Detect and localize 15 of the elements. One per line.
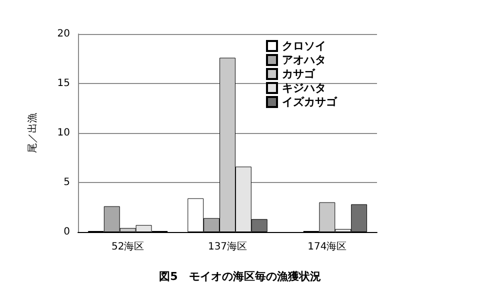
y-tick-label: 15 [57, 78, 70, 89]
y-tick-label: 10 [57, 128, 70, 138]
y-tick-label: 0 [64, 226, 70, 238]
x-tick-label: 137海区 [208, 240, 248, 252]
y-axis-title: 尾／出漁 [26, 113, 38, 153]
legend-label: キジハタ [282, 82, 326, 94]
x-tick-label: 52海区 [111, 240, 144, 252]
legend-label: クロソイ [282, 40, 326, 52]
legend-label: イズカサゴ [282, 96, 338, 108]
y-tick-label: 5 [64, 177, 70, 188]
x-tick-label: 174海区 [308, 240, 347, 252]
legend-label: アオハタ [282, 54, 326, 66]
text: 図5 モイオの海区毎の漁獲状況 [159, 270, 321, 283]
legend-label: カサゴ [282, 68, 316, 80]
y-tick-label: 20 [57, 28, 70, 40]
